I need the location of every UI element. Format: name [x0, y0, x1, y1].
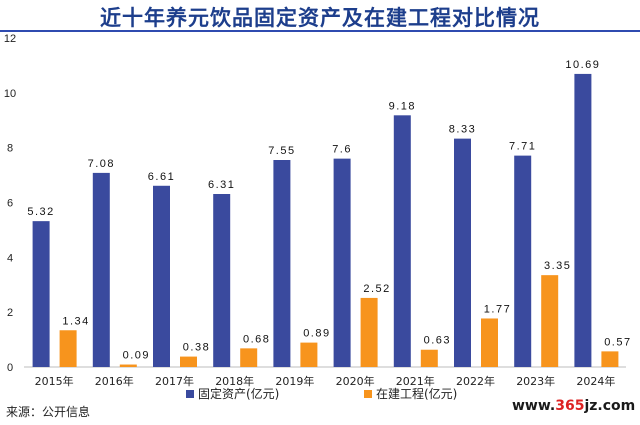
x-tick-label: 2023年: [516, 374, 555, 388]
watermark: www.365jz.com: [512, 398, 635, 414]
data-label-construction: 3.35: [544, 260, 571, 272]
y-tick-label: 8: [7, 143, 13, 155]
bar-fixed-assets: [393, 115, 411, 367]
bar-construction: [541, 275, 559, 367]
title-underline: [0, 30, 640, 32]
x-tick-label: 2022年: [456, 374, 495, 388]
legend-swatch-construction: [364, 390, 372, 398]
data-label-fixed-assets: 10.69: [565, 59, 600, 71]
bar-fixed-assets: [32, 221, 50, 367]
x-tick-label: 2020年: [336, 374, 375, 388]
bar-fixed-assets: [454, 138, 471, 367]
y-tick-label: 0: [7, 362, 13, 374]
y-tick-label: 2: [7, 307, 13, 319]
data-label-fixed-assets: 6.61: [148, 171, 175, 183]
source-note: 来源：公开信息: [6, 405, 91, 419]
legend-swatch-fixed-assets: [186, 390, 194, 398]
x-tick-label: 2015年: [35, 374, 74, 388]
bar-construction: [300, 342, 318, 367]
data-label-fixed-assets: 5.32: [27, 206, 54, 218]
bar-construction: [119, 364, 137, 367]
bar-construction: [420, 349, 438, 367]
y-tick-label: 6: [7, 198, 13, 210]
data-label-construction: 1.77: [484, 303, 511, 315]
data-label-fixed-assets: 9.18: [389, 100, 416, 112]
data-label-construction: 1.34: [62, 315, 89, 327]
bar-fixed-assets: [153, 185, 170, 367]
y-tick-label: 4: [7, 252, 13, 264]
legend-label-fixed-assets: 固定资产(亿元): [198, 386, 279, 401]
bar-construction: [481, 318, 498, 367]
bar-fixed-assets: [92, 172, 110, 367]
data-label-construction: 0.89: [303, 328, 330, 340]
data-label-construction: 0.09: [123, 350, 150, 362]
data-label-fixed-assets: 7.55: [268, 145, 295, 157]
bar-fixed-assets: [574, 73, 592, 367]
x-tick-label: 2018年: [215, 374, 254, 388]
x-tick-label: 2017年: [155, 374, 194, 388]
bar-construction: [240, 348, 258, 367]
bar-construction: [180, 356, 197, 367]
watermark-prefix: www.: [512, 398, 556, 414]
data-label-fixed-assets: 7.6: [332, 144, 352, 156]
legend-label-construction: 在建工程(亿元): [376, 386, 457, 401]
bar-fixed-assets: [514, 155, 532, 367]
bar-construction: [59, 330, 77, 367]
data-label-fixed-assets: 6.31: [208, 179, 235, 191]
data-label-fixed-assets: 7.08: [88, 158, 115, 170]
data-label-construction: 0.63: [424, 335, 451, 347]
data-label-construction: 0.68: [243, 333, 270, 345]
watermark-accent: 365: [555, 398, 585, 414]
bar-construction: [360, 297, 378, 367]
data-label-construction: 0.38: [183, 342, 210, 354]
x-tick-label: 2024年: [576, 374, 615, 388]
y-tick-label: 10: [4, 88, 16, 100]
y-tick-label: 12: [4, 33, 16, 45]
x-tick-label: 2016年: [95, 374, 134, 388]
bar-fixed-assets: [333, 158, 351, 367]
bar-fixed-assets: [213, 194, 231, 367]
x-tick-label: 2021年: [396, 374, 435, 388]
bar-construction: [601, 351, 619, 367]
data-label-fixed-assets: 7.71: [509, 141, 536, 153]
watermark-suffix: jz.com: [584, 398, 636, 414]
data-label-fixed-assets: 8.33: [449, 124, 476, 136]
bar-fixed-assets: [273, 160, 291, 367]
data-label-construction: 0.57: [604, 336, 631, 348]
x-tick-label: 2019年: [275, 374, 314, 388]
data-label-construction: 2.52: [363, 283, 390, 295]
chart-title: 近十年养元饮品固定资产及在建工程对比情况: [100, 6, 540, 30]
